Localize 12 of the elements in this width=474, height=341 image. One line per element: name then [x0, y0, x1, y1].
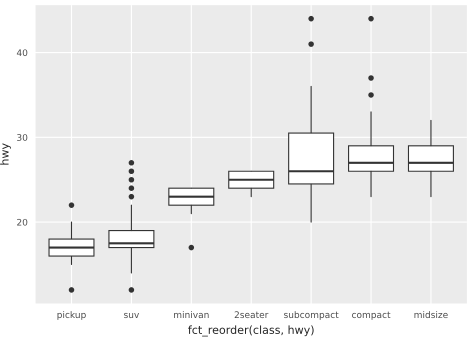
x-tick-label: 2seater	[234, 311, 268, 318]
x-tick-label: minivan	[174, 311, 209, 318]
y-tick-label: 20	[17, 218, 28, 226]
x-tick-label: midsize	[414, 311, 448, 318]
x-tick-label: compact	[352, 312, 390, 320]
y-axis-title: hwy	[0, 143, 11, 165]
x-tick-label: suv	[124, 312, 140, 318]
x-tick-label: subcompact	[284, 311, 339, 320]
y-tick-label: 30	[17, 134, 28, 141]
y-tick-label: 40	[16, 49, 28, 56]
x-axis-title: fct_reorder(class, hwy)	[188, 325, 314, 336]
x-tick-label: pickup	[58, 311, 86, 320]
